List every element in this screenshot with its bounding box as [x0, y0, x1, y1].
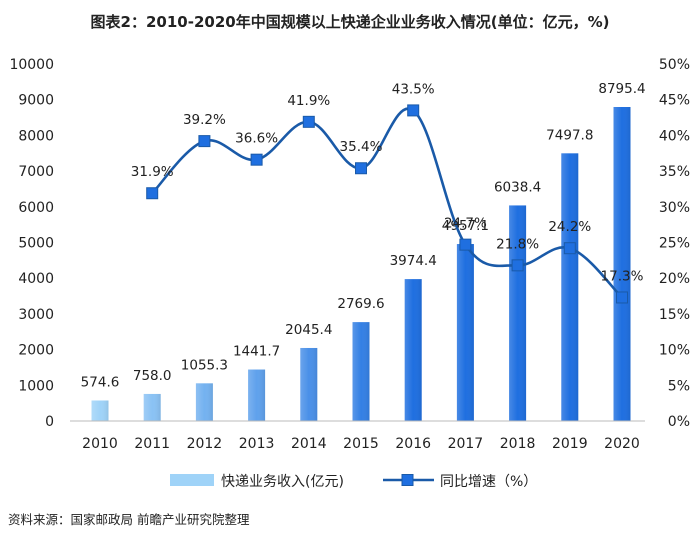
bar-value-label: 3974.4: [390, 253, 437, 269]
bar-shade: [613, 107, 631, 422]
left-tick-label: 9000: [18, 93, 54, 109]
bar-value-label: 2769.6: [337, 296, 384, 312]
x-tick-label: 2010: [82, 436, 118, 452]
x-tick-label: 2019: [552, 436, 588, 452]
growth-marker-2014: [302, 115, 315, 128]
bar-shade: [509, 205, 527, 421]
bar-shade: [143, 393, 161, 421]
growth-value-labels: 31.9% 39.2% 36.6% 41.9% 35.4% 43.5% 24.7% 21.8%…: [131, 81, 644, 284]
x-axis-ticks: 2010 2011 2012 2013 2014 2015 2016 2017 2018 2019…: [82, 436, 640, 452]
growth-value-label: 43.5%: [392, 81, 435, 97]
chart-title: 图表2：2010-2020年中国规模以上快递企业业务收入情况(单位：亿元，%): [91, 13, 610, 31]
bar-value-label: 7497.8: [546, 127, 593, 143]
growth-value-label: 36.6%: [235, 131, 278, 147]
growth-value-label: 24.2%: [548, 219, 591, 235]
legend: 快递业务收入(亿元) 同比增速（%）: [170, 474, 537, 490]
left-tick-label: 1000: [18, 378, 54, 394]
left-tick-label: 10000: [9, 57, 54, 73]
growth-marker-2019: [563, 242, 576, 255]
growth-marker-2012: [198, 135, 211, 148]
growth-line: [151, 107, 623, 299]
left-tick-label: 7000: [18, 164, 54, 180]
right-tick-label: 0%: [668, 414, 690, 430]
bar-shade: [561, 153, 579, 421]
x-tick-label: 2012: [187, 436, 223, 452]
x-tick-label: 2013: [239, 436, 275, 452]
left-tick-label: 6000: [18, 200, 54, 216]
growth-value-label: 24.7%: [444, 216, 487, 232]
growth-value-label: 41.9%: [287, 93, 330, 109]
source-note: 资料来源：国家邮政局 前瞻产业研究院整理: [8, 512, 250, 527]
growth-marker-2013: [250, 153, 263, 166]
growth-marker-2016: [407, 104, 420, 117]
growth-marker-2015: [355, 162, 367, 175]
legend-bar-label: 快递业务收入(亿元): [221, 474, 344, 490]
legend-line-label: 同比增速（%）: [440, 474, 537, 490]
left-axis-ticks: 0 1000 2000 3000 4000 5000 6000 7000 8000 9000 100…: [9, 57, 54, 430]
right-tick-label: 10%: [659, 343, 690, 359]
x-tick-label: 2016: [395, 436, 431, 452]
bar-value-label: 8795.4: [598, 81, 645, 97]
legend-line-marker: [401, 474, 414, 486]
x-tick-label: 2014: [291, 436, 327, 452]
right-tick-label: 25%: [659, 236, 690, 252]
left-tick-label: 4000: [18, 271, 54, 287]
bar-value-label: 574.6: [81, 374, 120, 390]
growth-line-series: [146, 104, 628, 304]
bar-value-label: 6038.4: [494, 179, 541, 195]
right-tick-label: 30%: [659, 200, 690, 216]
growth-value-label: 39.2%: [183, 112, 226, 128]
left-tick-label: 2000: [18, 343, 54, 359]
right-tick-label: 15%: [659, 307, 690, 323]
growth-value-label: 17.3%: [601, 268, 644, 284]
left-tick-label: 3000: [18, 307, 54, 323]
right-tick-label: 35%: [659, 164, 690, 180]
bar-series: [91, 107, 631, 422]
bar-shade: [248, 369, 266, 421]
bar-value-labels: 574.6 758.0 1055.3 1441.7 2045.4 2769.6 3974.4…: [81, 81, 646, 390]
bar-shade: [456, 244, 474, 421]
left-tick-label: 5000: [18, 236, 54, 252]
right-tick-label: 40%: [659, 128, 690, 144]
x-tick-label: 2011: [134, 436, 170, 452]
bar-value-label: 1441.7: [233, 344, 280, 360]
x-tick-label: 2020: [604, 436, 640, 452]
legend-bar-swatch: [170, 474, 214, 486]
bar-shade: [195, 383, 213, 421]
right-tick-label: 50%: [659, 57, 690, 73]
bar-value-label: 2045.4: [285, 322, 332, 338]
x-tick-label: 2017: [448, 436, 484, 452]
right-tick-label: 45%: [659, 93, 690, 109]
bar-shade: [91, 400, 109, 421]
growth-marker-2020: [616, 291, 628, 304]
right-tick-label: 20%: [659, 271, 690, 287]
growth-value-label: 21.8%: [496, 236, 539, 252]
bar-shade: [404, 279, 422, 421]
growth-value-label: 31.9%: [131, 164, 174, 180]
right-axis-ticks: 0% 5% 10% 15% 20% 25% 30% 35% 40% 45% 50%: [659, 57, 690, 430]
growth-marker-2011: [146, 187, 159, 200]
x-tick-label: 2018: [500, 436, 536, 452]
left-tick-label: 0: [45, 414, 54, 430]
bar-value-label: 1055.3: [181, 357, 228, 373]
growth-marker-2017: [459, 238, 472, 251]
x-tick-label: 2015: [343, 436, 379, 452]
right-tick-label: 5%: [668, 378, 690, 394]
left-tick-label: 8000: [18, 128, 54, 144]
growth-value-label: 35.4%: [340, 139, 383, 155]
growth-marker-2018: [511, 259, 524, 272]
bar-value-label: 758.0: [133, 368, 172, 384]
bar-shade: [352, 322, 370, 421]
bar-shade: [300, 347, 318, 421]
